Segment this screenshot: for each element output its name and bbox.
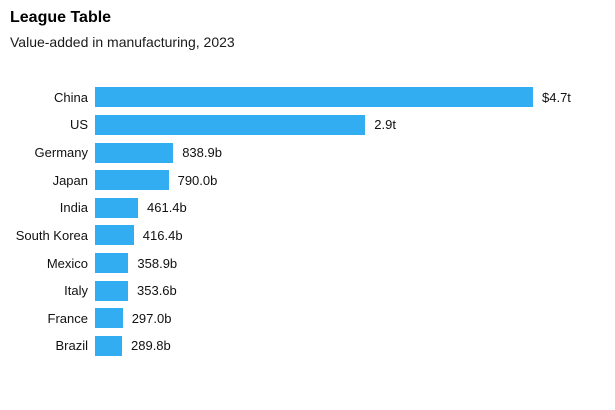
bar-track: 358.9b [95,253,178,274]
bar-track: 353.6b [95,280,177,301]
value-label: 790.0b [177,172,218,188]
category-label: India [59,200,88,216]
bar-track: 289.8b [95,335,171,356]
bar-track: 2.9t [95,114,396,135]
bar [95,280,128,301]
category-label: Mexico [46,255,88,271]
bar [95,170,169,191]
value-label: 297.0b [131,310,172,326]
bar-track: 416.4b [95,225,183,246]
bar-row: China $4.7t [0,84,615,112]
bar-track: 838.9b [95,142,222,163]
bar [95,308,123,329]
value-label: 2.9t [374,117,396,133]
bar [95,225,134,246]
category-label: France [47,310,88,326]
value-label: 289.8b [131,338,171,354]
bar [95,197,138,218]
bar [95,114,366,135]
value-label: $4.7t [542,89,571,105]
bar-row: Italy 353.6b [0,277,615,305]
value-label: 353.6b [137,283,177,299]
category-label: Germany [34,145,88,161]
bar-row: Brazil 289.8b [0,332,615,360]
bar-track: 297.0b [95,308,172,329]
category-label: South Korea [15,227,88,243]
bar-row: Japan 790.0b [0,166,615,194]
bar-track: 461.4b [95,197,187,218]
bar-row: France 297.0b [0,305,615,333]
bar-track: 790.0b [95,170,218,191]
chart-subtitle: Value-added in manufacturing, 2023 [10,34,235,50]
bar-row: India 461.4b [0,194,615,222]
bar-row: Germany 838.9b [0,139,615,167]
value-label: 358.9b [137,255,178,271]
bar [95,253,129,274]
value-label: 838.9b [182,145,222,161]
value-label: 416.4b [142,227,183,243]
bar-row: US 2.9t [0,111,615,139]
bar-chart: China $4.7t US 2.9t Germany 838.9b Japan… [0,84,615,360]
chart-title: League Table [10,9,112,26]
category-label: US [69,117,88,133]
bar [95,87,533,108]
bar-row: South Korea 416.4b [0,222,615,250]
category-label: Brazil [55,338,88,354]
bar-track: $4.7t [95,87,571,108]
bar [95,335,122,356]
category-label: China [54,89,88,105]
category-label: Japan [52,172,88,188]
value-label: 461.4b [147,200,187,216]
bar-row: Mexico 358.9b [0,249,615,277]
chart-header: League Table Value-added in manufacturin… [10,8,235,52]
bar [95,142,174,163]
category-label: Italy [64,283,88,299]
